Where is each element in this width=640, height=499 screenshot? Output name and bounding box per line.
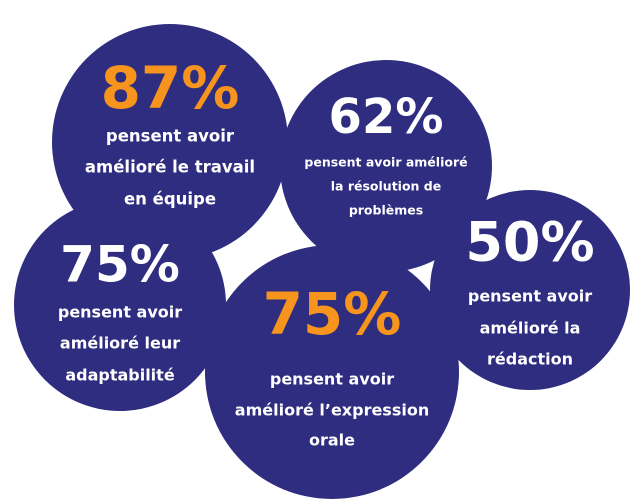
- bubble-caption: pensent avoir: [468, 287, 592, 306]
- bubble-caption: amélioré l’expression: [235, 401, 429, 420]
- bubble-caption: problèmes: [349, 203, 423, 218]
- bubble-caption: orale: [309, 431, 355, 450]
- bubble-percent: 75%: [60, 236, 180, 294]
- bubble-caption: pensent avoir amélioré: [304, 155, 467, 170]
- bubble: [280, 60, 492, 272]
- bubble-caption: pensent avoir: [270, 370, 394, 389]
- bubble: [430, 190, 630, 390]
- bubble-caption: pensent avoir: [58, 303, 182, 322]
- bubble-percent: 87%: [101, 54, 240, 122]
- bubble-percent: 50%: [465, 211, 594, 274]
- bubble-caption: adaptabilité: [65, 366, 175, 385]
- bubble-caption: amélioré le travail: [85, 158, 255, 177]
- bubble-caption: en équipe: [124, 190, 216, 209]
- bubble-caption: la résolution de: [331, 179, 441, 194]
- bubble-caption: amélioré la: [480, 319, 581, 338]
- bubble-caption: rédaction: [487, 350, 573, 369]
- bubble-percent: 62%: [329, 89, 444, 145]
- bubble-shapes: [14, 24, 630, 499]
- bubble: [205, 245, 459, 499]
- bubble-percent: 75%: [263, 280, 402, 348]
- bubble-caption: amélioré leur: [60, 334, 180, 353]
- bubble-caption: pensent avoir: [106, 127, 235, 146]
- bubble: [14, 199, 226, 411]
